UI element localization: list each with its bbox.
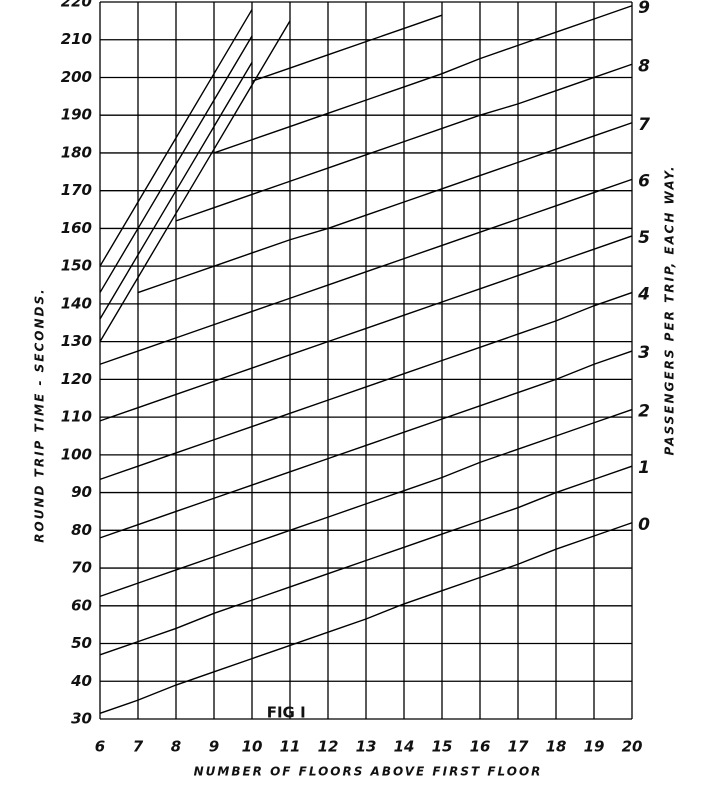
series-label: 2 [638, 402, 650, 422]
y-tick-label: 190 [61, 106, 92, 124]
series-line [99, 62, 253, 320]
series-label: 6 [638, 171, 650, 191]
y-tick-label: 90 [71, 483, 92, 501]
y-axis-label: ROUND TRIP TIME - SECONDS. [33, 287, 47, 542]
y-tick-label: 130 [61, 332, 92, 350]
series-line [99, 20, 291, 342]
y-tick-label: 70 [71, 559, 92, 577]
y-tick-label: 120 [61, 370, 92, 388]
series-label: 0 [638, 515, 650, 535]
series-line [213, 5, 633, 154]
series-label: 5 [638, 228, 650, 248]
y-tick-label: 150 [61, 257, 92, 275]
x-tick-label: 12 [318, 738, 339, 756]
x-tick-label: 16 [470, 738, 491, 756]
y2-axis-label: PASSENGERS PER TRIP, EACH WAY. [663, 164, 677, 455]
y-tick-label: 180 [61, 143, 92, 161]
series-line [137, 122, 633, 294]
y-tick-label: 170 [61, 181, 92, 199]
x-tick-label: 14 [394, 738, 415, 756]
x-tick-label: 9 [209, 738, 219, 756]
y-tick-label: 200 [61, 68, 92, 86]
series-line [99, 178, 633, 365]
y-tick-label: 80 [71, 521, 92, 539]
x-tick-label: 11 [280, 738, 301, 756]
series-line [251, 14, 443, 82]
series-line [99, 35, 253, 293]
x-tick-label: 19 [584, 738, 605, 756]
x-tick-label: 8 [171, 738, 181, 756]
series-line [175, 63, 633, 222]
series-label: 9 [638, 0, 650, 18]
y-tick-label: 110 [61, 408, 92, 426]
series-line [99, 350, 633, 539]
series-line [99, 465, 633, 656]
series-label: 3 [638, 343, 650, 363]
x-tick-label: 7 [133, 738, 144, 756]
series-line [99, 291, 633, 481]
x-tick-label: 18 [546, 738, 567, 756]
series-label: 8 [638, 56, 650, 76]
series-line [99, 408, 633, 598]
x-tick-label: 13 [356, 738, 377, 756]
y-tick-label: 50 [71, 634, 92, 652]
y-tick-label: 60 [71, 596, 92, 614]
series-line [99, 9, 253, 267]
series-line [99, 522, 633, 715]
x-tick-label: 15 [432, 738, 453, 756]
x-tick-label: 20 [622, 738, 643, 756]
y-tick-label: 140 [61, 294, 92, 312]
x-tick-label: 10 [242, 738, 263, 756]
series-line [99, 235, 633, 422]
y-tick-label: 160 [61, 219, 92, 237]
x-axis-label: NUMBER OF FLOORS ABOVE FIRST FLOOR [194, 765, 543, 779]
annotation: FIG I [267, 704, 306, 722]
y-tick-label: 40 [70, 672, 92, 690]
series-label: 4 [637, 285, 650, 305]
series-label: 7 [638, 115, 650, 135]
y-tick-label: 30 [71, 710, 92, 728]
y-tick-label: 100 [61, 445, 92, 463]
series-label: 1 [638, 458, 650, 478]
x-tick-label: 6 [95, 738, 105, 756]
y-tick-label: 220 [61, 0, 92, 11]
x-tick-label: 17 [508, 738, 529, 756]
y-tick-label: 210 [61, 30, 92, 48]
